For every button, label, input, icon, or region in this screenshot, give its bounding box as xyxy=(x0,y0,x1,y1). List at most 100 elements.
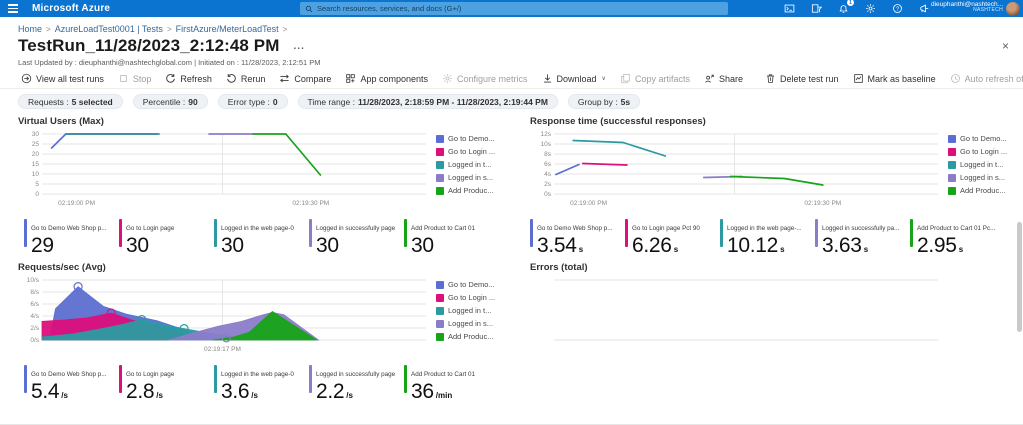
legend-item-go-to-demo[interactable]: Go to Demo... xyxy=(436,132,498,145)
breadcrumb-item-azureloadtest0001-tests[interactable]: AzureLoadTest0001 | Tests xyxy=(54,24,163,34)
toolbar-button-compare[interactable]: Compare xyxy=(272,71,338,86)
stat-color-bar xyxy=(119,219,122,247)
svg-text:02:19:00 PM: 02:19:00 PM xyxy=(58,200,95,207)
toolbar-label: Compare xyxy=(294,73,332,84)
data-point-marker xyxy=(106,308,116,318)
legend-item-go-to-demo[interactable]: Go to Demo... xyxy=(948,132,1010,145)
page-subtitle: Last Updated by : dieuphanthi@nashtechgl… xyxy=(18,58,321,67)
stat-label: Logged in the web page-0 xyxy=(221,225,294,232)
legend-item-logged-in-s[interactable]: Logged in s... xyxy=(436,171,498,184)
account-tenant: NASHTECH xyxy=(973,7,1003,14)
stat-color-bar xyxy=(815,219,818,247)
directory-filter-icon[interactable] xyxy=(810,2,823,15)
stat-card-go-to-login-page: Go to Login page 2.8 /s xyxy=(119,363,214,402)
svg-text:10: 10 xyxy=(32,171,40,178)
close-blade-button[interactable]: × xyxy=(1001,39,1009,53)
stat-card-logged-in-successfully-page: Logged in successfully page 2.2 /s xyxy=(309,363,404,402)
legend-item-logged-in-t[interactable]: Logged in t... xyxy=(436,158,498,171)
chevron-down-icon: ∨ xyxy=(601,76,606,82)
filter-pill-time-range[interactable]: Time range : 11/28/2023, 2:18:59 PM - 11… xyxy=(297,94,558,109)
chart-title: Requests/sec (Avg) xyxy=(18,262,106,273)
filter-pill-requests[interactable]: Requests : 5 selected xyxy=(18,94,123,109)
legend-color-chip xyxy=(436,134,444,143)
virtual-users-stats: Go to Demo Web Shop p... 29 Go to Login … xyxy=(24,217,499,256)
stat-color-bar xyxy=(119,365,122,393)
stat-label: Go to Demo Web Shop p... xyxy=(31,225,107,232)
baseline-icon xyxy=(853,73,864,84)
toolbar-button-download[interactable]: Download ∨ xyxy=(535,71,613,86)
toolbar-label: Stop xyxy=(132,73,152,84)
series-logged-in-the-web-page xyxy=(572,139,667,157)
legend-item-go-to-login[interactable]: Go to Login ... xyxy=(436,291,498,304)
vertical-scrollbar-thumb[interactable] xyxy=(1017,222,1022,332)
feedback-icon[interactable] xyxy=(918,2,931,15)
legend-item-logged-in-s[interactable]: Logged in s... xyxy=(436,317,498,330)
legend-color-chip xyxy=(436,293,444,302)
stat-card-add-product-to-cart-01-pc: Add Product to Cart 01 Pc... 2.95 s xyxy=(910,217,1005,256)
legend-color-chip xyxy=(436,280,444,289)
stat-card-go-to-demo-web-shop-p: Go to Demo Web Shop p... 3.54 s xyxy=(530,217,625,256)
page-title: TestRun_11/28/2023_2:12:48 PM xyxy=(18,36,280,55)
hamburger-menu-icon[interactable] xyxy=(0,0,26,17)
svg-text:2/s: 2/s xyxy=(30,325,39,332)
breadcrumb-item-firstazure-meterloadtest[interactable]: FirstAzure/MeterLoadTest xyxy=(175,24,279,34)
toolbar-label: App components xyxy=(360,73,428,84)
filter-pill-percentile[interactable]: Percentile : 90 xyxy=(132,94,208,109)
search-input[interactable] xyxy=(317,4,723,13)
legend-item-add-produc[interactable]: Add Produc... xyxy=(436,330,498,343)
notifications-icon[interactable]: 1 xyxy=(837,0,854,15)
legend-item-go-to-login[interactable]: Go to Login ... xyxy=(436,145,498,158)
legend-label: Logged in t... xyxy=(448,306,492,315)
legend-color-chip xyxy=(948,186,956,195)
legend-item-add-produc[interactable]: Add Produc... xyxy=(948,184,1010,197)
stat-card-go-to-login-page: Go to Login page 30 xyxy=(119,217,214,256)
filter-pill-error-type[interactable]: Error type : 0 xyxy=(217,94,288,109)
stat-label: Add Product to Cart 01 Pc... xyxy=(917,225,996,232)
data-point-marker xyxy=(221,333,231,343)
stat-label: Add Product to Cart 01 xyxy=(411,371,476,378)
toolbar-button-rerun[interactable]: Rerun xyxy=(219,71,273,86)
legend-color-chip xyxy=(948,134,956,143)
toolbar-button-refresh[interactable]: Refresh xyxy=(158,71,219,86)
legend-label: Go to Login ... xyxy=(960,147,1008,156)
stat-unit: s xyxy=(863,245,869,254)
settings-gear-icon[interactable] xyxy=(864,2,877,15)
toolbar-button-delete-test-run[interactable]: Delete test run xyxy=(758,71,846,86)
title-context-menu-button[interactable]: ... xyxy=(293,40,305,52)
filter-pill-value: 5 selected xyxy=(71,96,113,107)
legend-item-add-produc[interactable]: Add Produc... xyxy=(436,184,498,197)
stat-value: 30 xyxy=(126,234,149,256)
stat-value: 2.2 xyxy=(316,380,345,402)
toolbar-button-auto-refresh-off: Auto refresh off xyxy=(943,71,1023,86)
legend-item-go-to-demo[interactable]: Go to Demo... xyxy=(436,278,498,291)
toolbar-button-view-all-test-runs[interactable]: View all test runs xyxy=(14,71,111,86)
toolbar-button-app-components[interactable]: App components xyxy=(338,71,435,86)
product-name[interactable]: Microsoft Azure xyxy=(32,3,111,14)
toolbar-button-mark-as-baseline[interactable]: Mark as baseline xyxy=(846,71,943,86)
legend-item-go-to-login[interactable]: Go to Login ... xyxy=(948,145,1010,158)
toolbar-divider xyxy=(0,88,1023,89)
stat-label: Logged in the web page-... xyxy=(727,225,802,232)
legend-color-chip xyxy=(436,186,444,195)
account-menu[interactable]: dieuphanthi@nashtech... NASHTECH xyxy=(931,1,1003,14)
legend-item-logged-in-t[interactable]: Logged in t... xyxy=(948,158,1010,171)
breadcrumb-item-home[interactable]: Home xyxy=(18,24,43,34)
svg-text:6s: 6s xyxy=(544,161,552,168)
legend-item-logged-in-t[interactable]: Logged in t... xyxy=(436,304,498,317)
avatar[interactable] xyxy=(1006,1,1020,16)
toolbar-button-share[interactable]: Share xyxy=(697,71,750,86)
share-icon xyxy=(704,73,715,84)
filter-pill-group-by[interactable]: Group by : 5s xyxy=(567,94,641,109)
chart-legend: Go to Demo... Go to Login ... Logged in … xyxy=(942,129,1010,197)
legend-item-logged-in-s[interactable]: Logged in s... xyxy=(948,171,1010,184)
filter-pill-value: 5s xyxy=(620,96,631,107)
data-point-marker xyxy=(137,314,147,325)
cloud-shell-icon[interactable] xyxy=(783,2,796,15)
chart-plot-area: 0 5 10 15 20 25 30 02:19:00 PM 02:19:30 PM xyxy=(32,131,426,207)
legend-color-chip xyxy=(436,306,444,315)
help-icon[interactable] xyxy=(891,2,904,15)
stat-card-add-product-to-cart-01: Add Product to Cart 01 30 xyxy=(404,217,499,256)
stat-label: Go to Login page xyxy=(126,225,175,232)
stat-color-bar xyxy=(214,219,217,247)
toolbar-label: Delete test run xyxy=(780,73,839,84)
